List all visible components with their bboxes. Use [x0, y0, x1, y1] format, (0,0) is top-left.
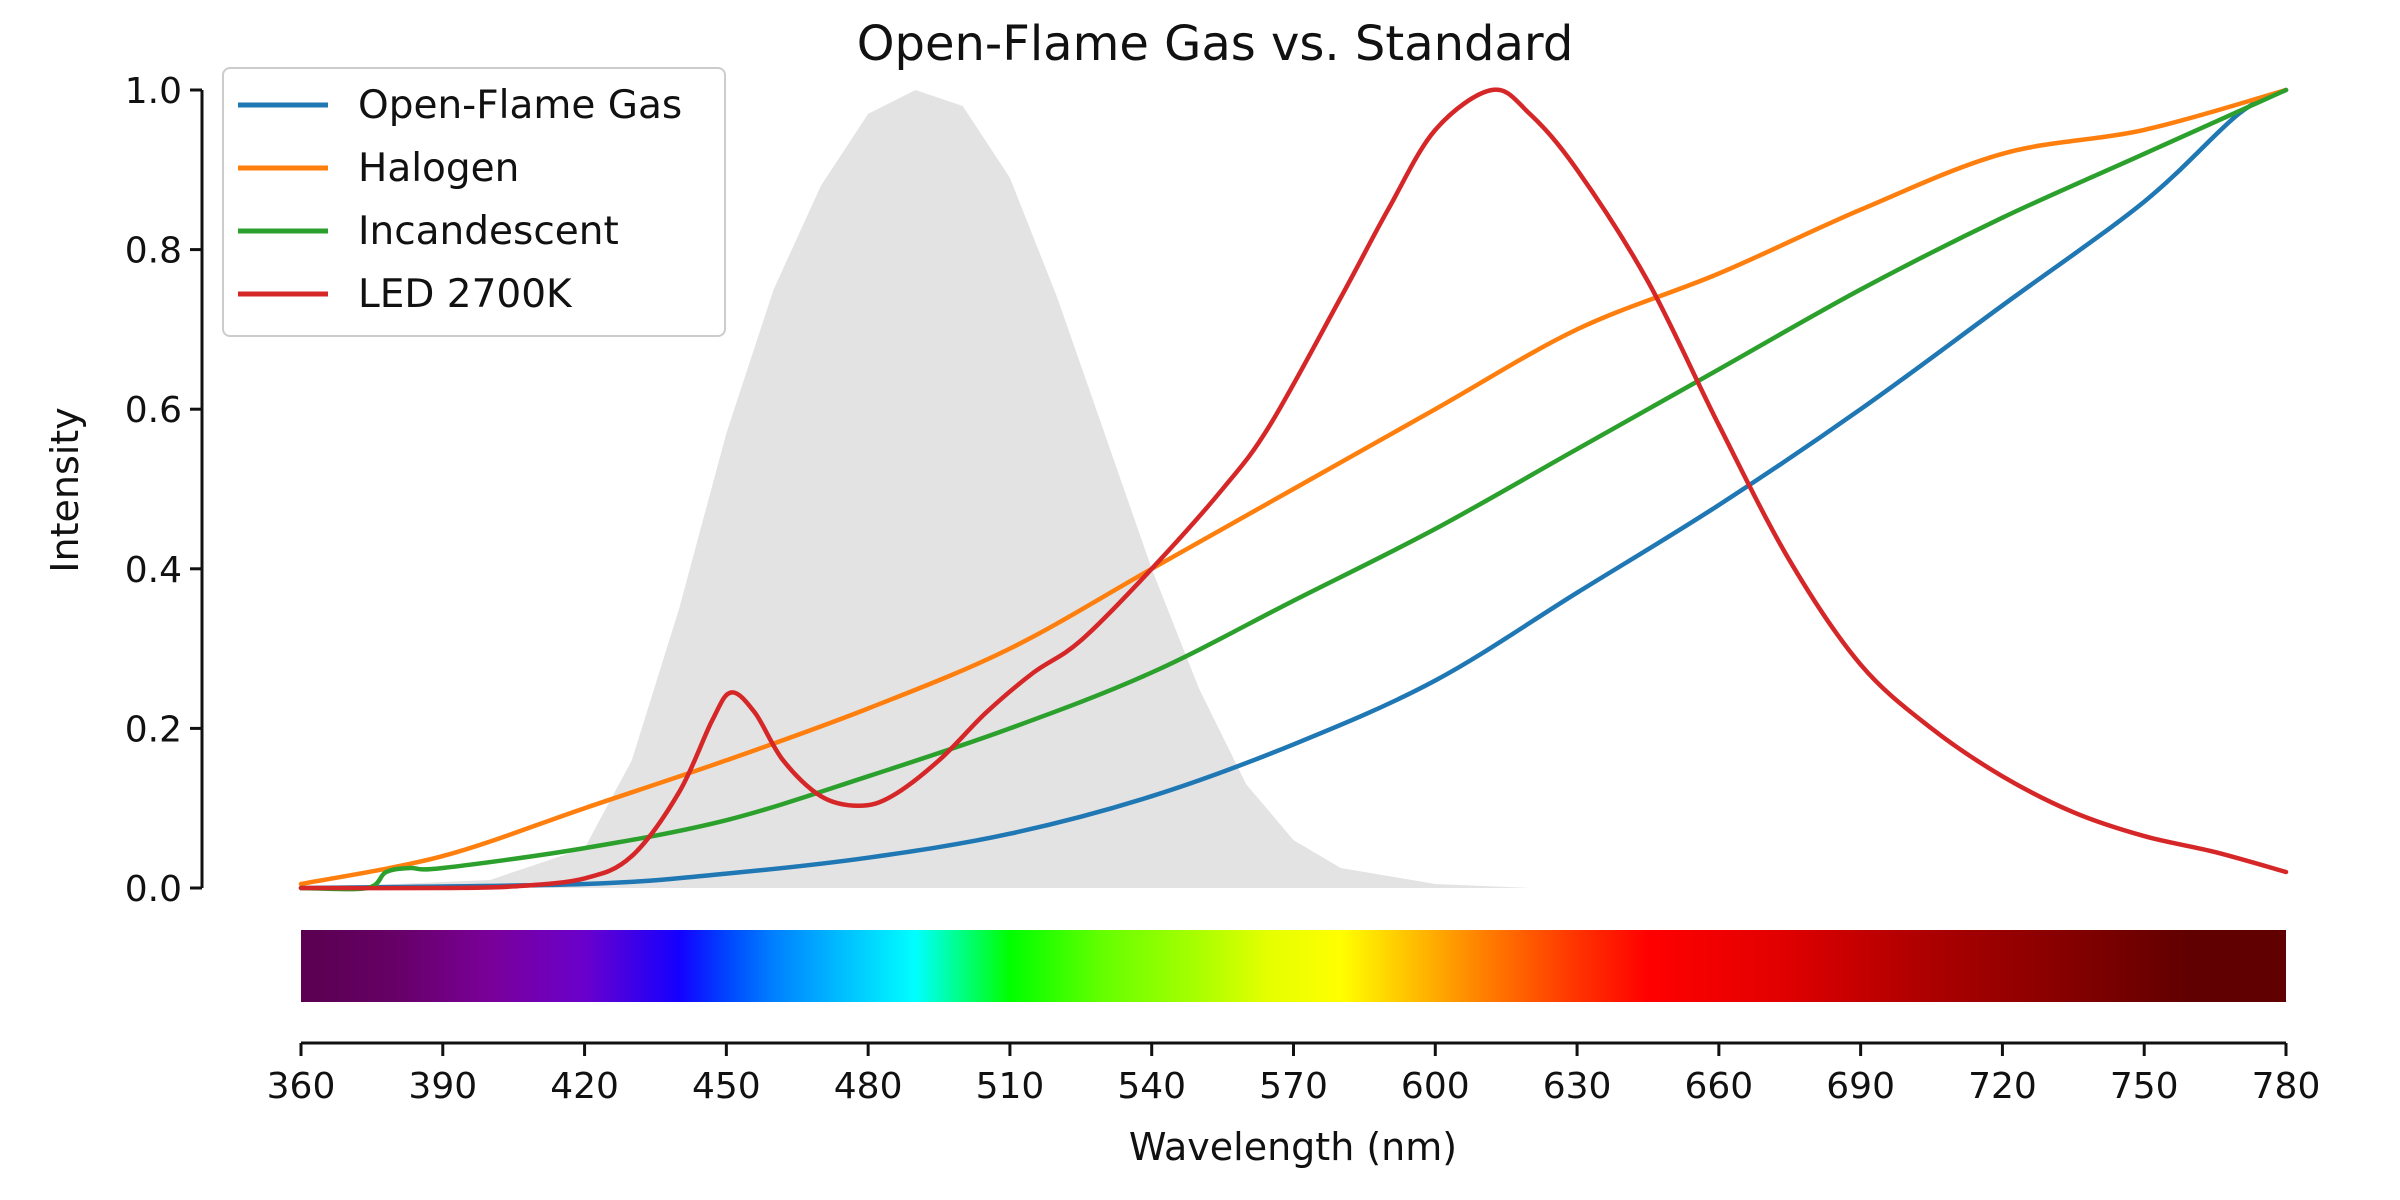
- x-tick-label: 570: [1259, 1066, 1328, 1107]
- y-tick-label: 1.0: [125, 71, 182, 112]
- legend-frame: [222, 67, 726, 337]
- series-lines: [298, 87, 2289, 892]
- y-tick-label: 0.0: [125, 869, 182, 910]
- x-tick-label: 510: [976, 1066, 1045, 1107]
- x-tick-label: 480: [834, 1066, 903, 1107]
- x-tick-label: 600: [1401, 1066, 1470, 1107]
- series-line-open-flame-gas: [298, 87, 2289, 891]
- series-line-led-2700k: [298, 87, 2289, 891]
- luminosity-band: [301, 90, 2286, 888]
- x-tick-label: 660: [1684, 1066, 1753, 1107]
- y-tick-label: 0.8: [125, 231, 182, 272]
- legend-label-halogen: Halogen: [358, 146, 519, 191]
- series-line-incandescent: [298, 87, 2289, 892]
- legend-label-incandescent: Incandescent: [358, 209, 619, 254]
- x-tick-label: 630: [1543, 1066, 1612, 1107]
- x-tick-label: 360: [267, 1066, 336, 1107]
- legend-label-led-2700k: LED 2700K: [358, 272, 573, 317]
- y-axis-label: Intensity: [43, 407, 87, 572]
- x-axis: 360 390 420 450 480 510 540 570 600 630 660 690 720 7…: [267, 1041, 2321, 1107]
- x-tick-label: 690: [1826, 1066, 1895, 1107]
- y-tick-label: 0.2: [125, 709, 182, 750]
- x-tick-label: 420: [550, 1066, 619, 1107]
- legend-items: Open-Flame Gas Halogen Incandescent LED 270…: [238, 83, 682, 317]
- legend: Open-Flame Gas Halogen Incandescent LED 270…: [222, 67, 726, 337]
- legend-label-open-flame-gas: Open-Flame Gas: [358, 83, 682, 128]
- x-ticks: 360 390 420 450 480 510 540 570 600 630 660 690 720 7…: [267, 1043, 2321, 1107]
- series-line-halogen: [298, 87, 2289, 887]
- chart-title: Open-Flame Gas vs. Standard: [857, 16, 1574, 72]
- x-tick-label: 720: [1968, 1066, 2037, 1107]
- x-tick-label: 540: [1117, 1066, 1186, 1107]
- x-axis-label: Wavelength (nm): [1129, 1125, 1457, 1169]
- spectrum-color-bar: [301, 930, 2286, 1002]
- x-tick-label: 750: [2110, 1066, 2179, 1107]
- y-axis: 0.0 0.2 0.4 0.6 0.8 1.0: [125, 71, 204, 910]
- y-tick-label: 0.6: [125, 390, 182, 431]
- x-tick-label: 780: [2252, 1066, 2321, 1107]
- luminosity-area: [301, 90, 2286, 888]
- y-tick-label: 0.4: [125, 550, 182, 591]
- x-tick-label: 450: [692, 1066, 761, 1107]
- y-ticks: 0.0 0.2 0.4 0.6 0.8 1.0: [125, 71, 202, 910]
- x-tick-label: 390: [408, 1066, 477, 1107]
